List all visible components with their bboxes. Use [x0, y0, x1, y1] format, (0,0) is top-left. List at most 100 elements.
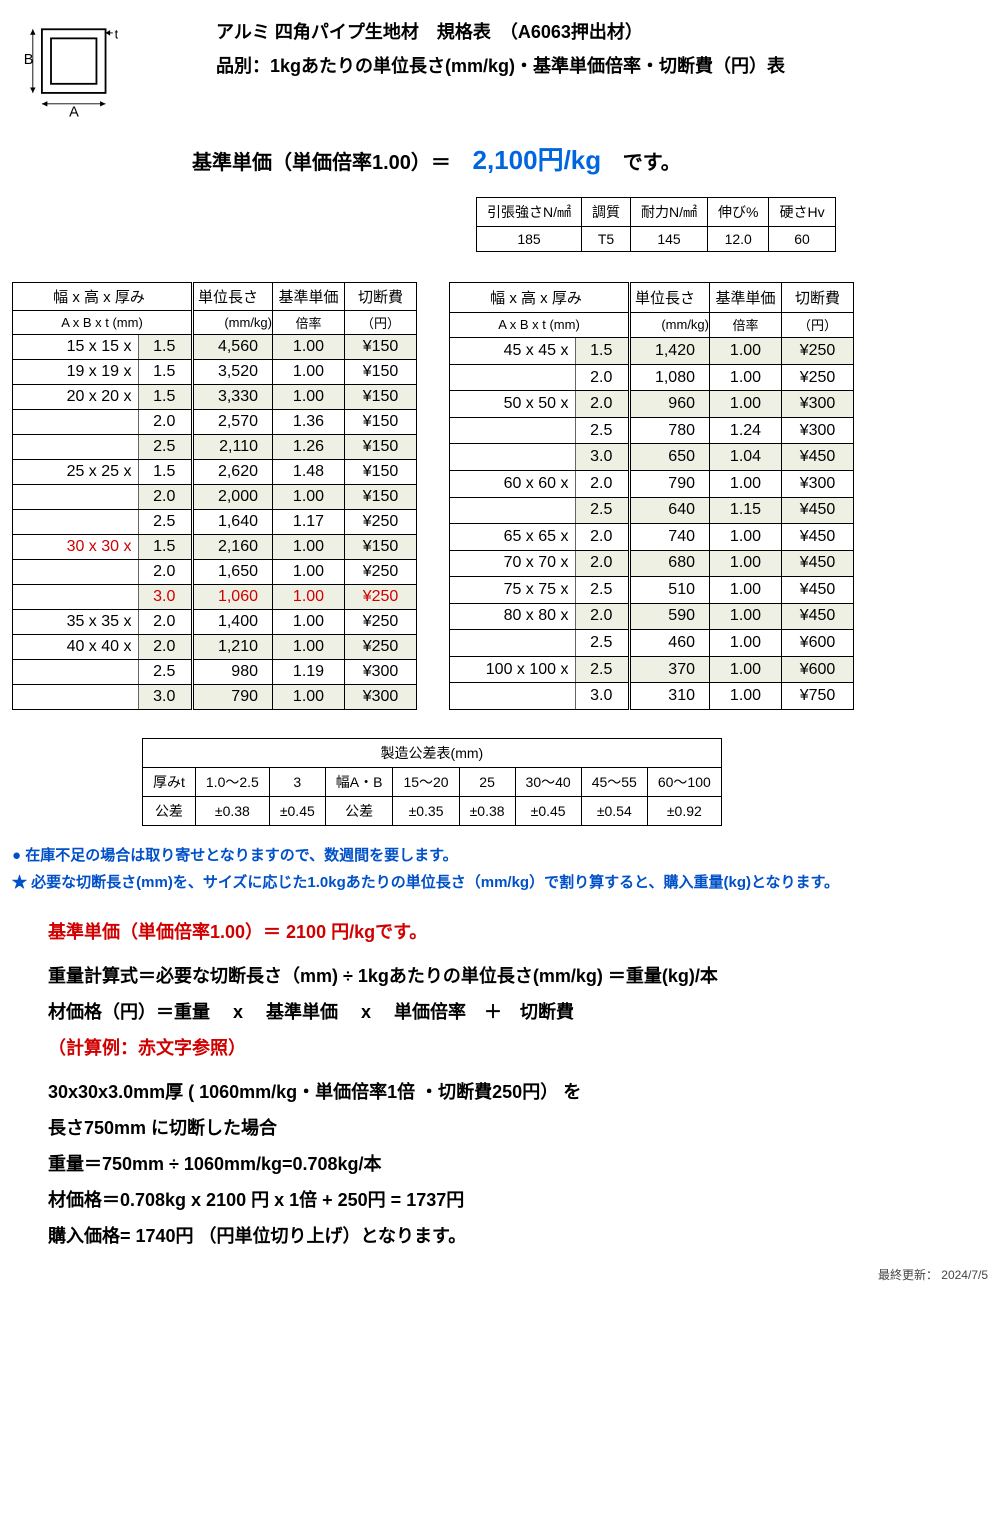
- cell-size: 25 x 25 x: [13, 460, 138, 485]
- tolerance-cell: 幅A・B: [325, 768, 393, 797]
- spec-table-right: 幅 x 高 x 厚み単位長さ基準単価切断費A x B x t (mm)(mm/k…: [449, 282, 854, 710]
- cell-size: [13, 560, 138, 585]
- calc-ex2: 長さ750mm に切断した場合: [48, 1114, 988, 1140]
- cell-unit-length: 3,330: [193, 385, 273, 410]
- cell-cut-fee: ¥750: [782, 683, 854, 710]
- cell-unit-length: 2,000: [193, 485, 273, 510]
- cell-thickness: 1.5: [575, 338, 630, 365]
- tolerance-cell: 公差: [143, 797, 196, 826]
- cell-cut-fee: ¥450: [782, 550, 854, 577]
- cell-cut-fee: ¥150: [345, 460, 417, 485]
- cell-thickness: 2.0: [138, 635, 193, 660]
- cell-size: 100 x 100 x: [450, 656, 575, 683]
- cell-cut-fee: ¥150: [345, 410, 417, 435]
- title-line-2: 品別：1kgあたりの単位長さ(mm/kg)・基準単価倍率・切断費（円）表: [216, 52, 988, 78]
- cell-unit-length: 3,520: [193, 360, 273, 385]
- cell-size: 65 x 65 x: [450, 524, 575, 551]
- cell-rate: 1.00: [710, 364, 782, 391]
- cell-size: [13, 510, 138, 535]
- cell-cut-fee: ¥300: [782, 391, 854, 418]
- col-size: 幅 x 高 x 厚み: [13, 283, 193, 311]
- cell-unit-length: 1,400: [193, 610, 273, 635]
- cell-cut-fee: ¥250: [782, 364, 854, 391]
- cell-rate: 1.00: [273, 335, 345, 360]
- cell-thickness: 2.5: [138, 435, 193, 460]
- cell-unit-length: 4,560: [193, 335, 273, 360]
- col-cut-sub: （円）: [345, 311, 417, 335]
- cell-unit-length: 2,620: [193, 460, 273, 485]
- spec-tables: 幅 x 高 x 厚み単位長さ基準単価切断費A x B x t (mm)(mm/k…: [12, 282, 988, 710]
- col-size-sub: A x B x t (mm): [450, 312, 630, 337]
- col-rate: 基準単価: [273, 283, 345, 311]
- cell-cut-fee: ¥600: [782, 656, 854, 683]
- calc-ex4: 材価格＝0.708kg x 2100 円 x 1倍 + 250円 = 1737円: [48, 1186, 988, 1212]
- cell-unit-length: 980: [193, 660, 273, 685]
- cell-cut-fee: ¥150: [345, 385, 417, 410]
- cell-rate: 1.36: [273, 410, 345, 435]
- note-calc-hint: ★ 必要な切断長さ(mm)を、サイズに応じた1.0kgあたりの単位長さ（mm/k…: [12, 871, 988, 892]
- cell-thickness: 2.0: [575, 603, 630, 630]
- cell-size: 40 x 40 x: [13, 635, 138, 660]
- cell-rate: 1.00: [710, 656, 782, 683]
- col-len-sub: (mm/kg): [193, 311, 273, 335]
- calc-ex1: 30x30x3.0mm厚 ( 1060mm/kg・単価倍率1倍 ・切断費250円…: [48, 1078, 988, 1104]
- tolerance-cell: ±0.54: [581, 797, 647, 826]
- title-block: アルミ 四角パイプ生地材 規格表 （A6063押出材） 品別：1kgあたりの単位…: [216, 18, 988, 86]
- base-price: 基準単価（単価倍率1.00）＝ 2,100円/kg です。: [192, 140, 988, 177]
- cell-size: 20 x 20 x: [13, 385, 138, 410]
- cell-thickness: 2.5: [575, 577, 630, 604]
- cell-thickness: 2.5: [575, 417, 630, 444]
- cell-cut-fee: ¥250: [782, 338, 854, 365]
- cell-thickness: 2.5: [575, 630, 630, 657]
- cell-size: 60 x 60 x: [450, 470, 575, 497]
- cell-cut-fee: ¥250: [345, 585, 417, 610]
- col-cut-sub: （円）: [782, 312, 854, 337]
- cell-size: 70 x 70 x: [450, 550, 575, 577]
- prop-header: 伸び%: [708, 198, 769, 227]
- cell-rate: 1.00: [710, 391, 782, 418]
- cell-thickness: 2.0: [138, 610, 193, 635]
- cell-unit-length: 1,640: [193, 510, 273, 535]
- cell-unit-length: 1,060: [193, 585, 273, 610]
- cell-thickness: 2.0: [575, 391, 630, 418]
- cell-cut-fee: ¥450: [782, 524, 854, 551]
- cell-thickness: 2.0: [575, 524, 630, 551]
- cell-rate: 1.24: [710, 417, 782, 444]
- cell-cut-fee: ¥300: [782, 470, 854, 497]
- svg-text:t: t: [115, 26, 119, 41]
- prop-header: 硬さHv: [769, 198, 835, 227]
- notes: ● 在庫不足の場合は取り寄せとなりますので、数週間を要します。 ★ 必要な切断長…: [12, 844, 988, 892]
- cell-unit-length: 780: [630, 417, 710, 444]
- prop-value: 145: [631, 227, 708, 252]
- cell-cut-fee: ¥300: [345, 685, 417, 710]
- base-price-suffix: です。: [623, 152, 681, 174]
- tolerance-cell: 45〜55: [581, 768, 647, 797]
- cell-size: [450, 497, 575, 524]
- cell-rate: 1.19: [273, 660, 345, 685]
- svg-text:B: B: [24, 52, 34, 68]
- cell-thickness: 2.5: [575, 656, 630, 683]
- cell-size: 45 x 45 x: [450, 338, 575, 365]
- cell-size: [13, 410, 138, 435]
- tolerance-cell: ±0.45: [269, 797, 325, 826]
- tolerance-cell: 3: [269, 768, 325, 797]
- cross-section-diagram: B A t: [16, 22, 126, 122]
- cell-unit-length: 640: [630, 497, 710, 524]
- cell-size: 35 x 35 x: [13, 610, 138, 635]
- calc-weight-formula: 重量計算式＝必要な切断長さ（mm) ÷ 1kgあたりの単位長さ(mm/kg) ＝…: [48, 962, 988, 988]
- cell-size: 75 x 75 x: [450, 577, 575, 604]
- last-updated: 最終更新： 2024/7/5: [12, 1266, 988, 1283]
- cell-unit-length: 2,570: [193, 410, 273, 435]
- cell-rate: 1.00: [273, 385, 345, 410]
- cell-rate: 1.26: [273, 435, 345, 460]
- cell-cut-fee: ¥600: [782, 630, 854, 657]
- cell-cut-fee: ¥250: [345, 610, 417, 635]
- cell-size: [450, 364, 575, 391]
- cell-cut-fee: ¥150: [345, 335, 417, 360]
- cell-cut-fee: ¥150: [345, 485, 417, 510]
- cell-unit-length: 1,650: [193, 560, 273, 585]
- tolerance-cell: ±0.45: [515, 797, 581, 826]
- tolerance-cell: 1.0〜2.5: [195, 768, 269, 797]
- cell-cut-fee: ¥450: [782, 577, 854, 604]
- col-len-sub: (mm/kg): [630, 312, 710, 337]
